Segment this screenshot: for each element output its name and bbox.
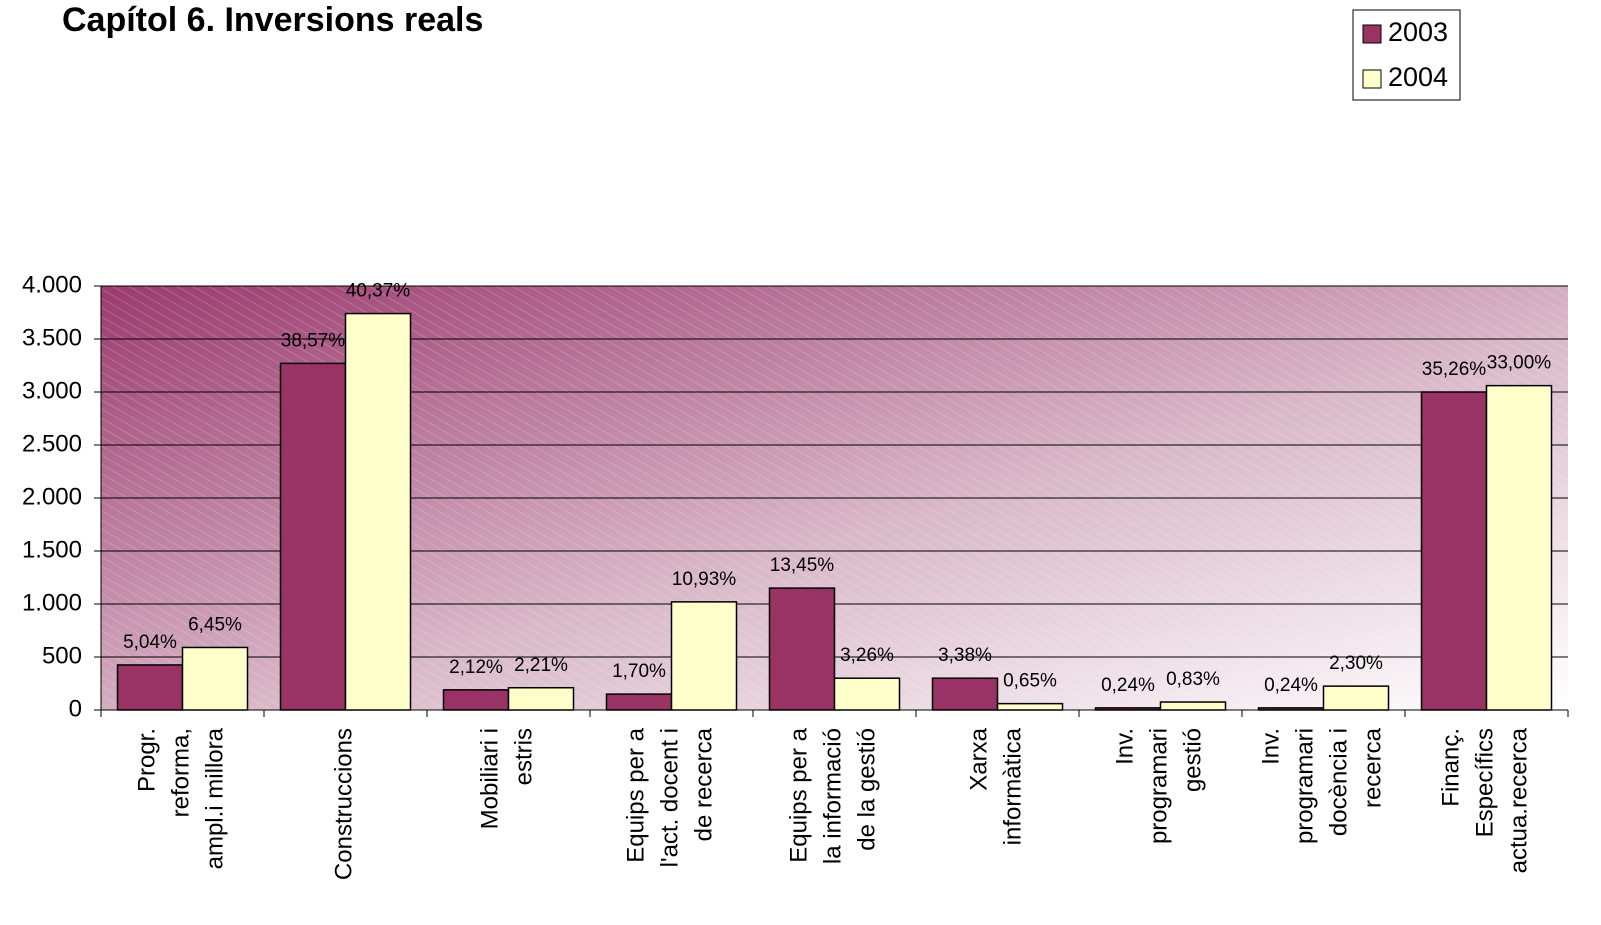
y-tick-label: 2.000 bbox=[22, 483, 82, 510]
x-tick-label: Construccions bbox=[331, 728, 358, 880]
data-label: 35,26% bbox=[1422, 359, 1487, 380]
bar bbox=[1322, 685, 1390, 711]
x-tick-label: Equips per a l'act. docent i de recerca bbox=[623, 727, 718, 867]
data-label: 0,65% bbox=[1003, 671, 1057, 692]
y-tick-label: 1.500 bbox=[22, 536, 82, 563]
x-tick-label: Inv. programari docència i recerca bbox=[1258, 727, 1387, 844]
bar bbox=[507, 686, 575, 711]
bar bbox=[344, 312, 412, 711]
bar bbox=[605, 693, 673, 711]
data-label: 3,38% bbox=[938, 645, 992, 666]
bar bbox=[1159, 701, 1227, 711]
bar bbox=[996, 702, 1064, 711]
data-label: 3,26% bbox=[840, 645, 894, 666]
data-label: 10,93% bbox=[672, 569, 737, 590]
y-tick-label: 2.500 bbox=[22, 430, 82, 457]
y-tick-label: 3.000 bbox=[22, 377, 82, 404]
bar bbox=[116, 664, 184, 711]
bar bbox=[279, 362, 347, 711]
bar bbox=[1094, 707, 1162, 711]
x-tick-label: Inv. programari gestió bbox=[1112, 728, 1207, 844]
x-tick-label: Finanç. Específics actua.recerca bbox=[1438, 727, 1533, 873]
bar bbox=[768, 587, 836, 711]
chart-title: Capítol 6. Inversions reals bbox=[62, 1, 483, 39]
y-tick-label: 500 bbox=[42, 642, 82, 669]
data-label: 0,24% bbox=[1264, 675, 1318, 696]
data-label: 33,00% bbox=[1487, 353, 1552, 374]
data-label: 0,24% bbox=[1101, 675, 1155, 696]
bar bbox=[442, 689, 510, 711]
x-tick-label: Mobiliari i estris bbox=[477, 728, 538, 829]
data-label: 13,45% bbox=[770, 555, 835, 576]
legend-label: 2004 bbox=[1388, 62, 1448, 92]
data-label: 5,04% bbox=[123, 632, 177, 653]
data-label: 2,21% bbox=[514, 655, 568, 676]
data-label: 2,12% bbox=[449, 657, 503, 678]
y-tick-label: 0 bbox=[69, 695, 82, 722]
data-label: 0,83% bbox=[1166, 669, 1220, 690]
bar bbox=[181, 646, 249, 711]
y-tick-label: 1.000 bbox=[22, 589, 82, 616]
data-label: 6,45% bbox=[188, 614, 242, 635]
legend-swatch bbox=[1362, 24, 1382, 44]
data-label: 40,37% bbox=[346, 281, 411, 302]
bar bbox=[833, 677, 901, 711]
y-tick-label: 3.500 bbox=[22, 324, 82, 351]
x-tick-label: Progr. reforma, ampl.i millora bbox=[134, 727, 229, 869]
bar bbox=[1420, 391, 1488, 711]
data-label: 2,30% bbox=[1329, 653, 1383, 674]
x-tick-label: Xarxa informàtica bbox=[966, 727, 1027, 845]
data-label: 1,70% bbox=[612, 661, 666, 682]
bar bbox=[670, 601, 738, 711]
x-tick-label: Equips per a la informació de la gestió bbox=[786, 727, 881, 864]
legend-label: 2003 bbox=[1388, 17, 1448, 47]
bar bbox=[1485, 384, 1553, 711]
legend-swatch bbox=[1362, 69, 1382, 89]
data-label: 38,57% bbox=[281, 330, 346, 351]
bar bbox=[931, 677, 999, 711]
y-tick-label: 4.000 bbox=[22, 271, 82, 298]
bar bbox=[1257, 707, 1325, 711]
